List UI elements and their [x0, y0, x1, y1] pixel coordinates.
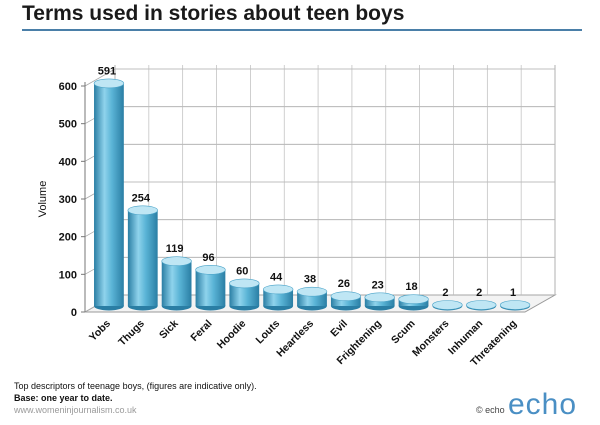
data-label: 591 — [98, 65, 116, 77]
y-tick-label: 600 — [59, 81, 77, 93]
bar-top — [432, 300, 463, 310]
x-tick-label: Feral — [188, 318, 214, 344]
data-label: 254 — [132, 192, 151, 204]
bar-top — [296, 286, 328, 297]
y-tick-label: 200 — [59, 232, 77, 244]
bar-sick — [161, 256, 192, 311]
data-label: 18 — [405, 281, 417, 293]
x-tick-label: Hoodie — [215, 318, 249, 352]
chart-note: Top descriptors of teenage boys, (figure… — [14, 381, 257, 391]
bar-heartless — [296, 286, 328, 311]
data-label: 26 — [338, 278, 350, 290]
bar-top — [466, 300, 497, 310]
y-tick-label: 500 — [59, 119, 77, 131]
bar-evil — [330, 291, 362, 311]
bar-top — [330, 291, 362, 302]
bar-body — [195, 269, 226, 306]
data-label: 23 — [372, 279, 384, 291]
bar-body — [127, 210, 158, 306]
x-tick-label: Yobs — [87, 318, 113, 344]
copyright-text: © echo — [476, 405, 505, 415]
data-label: 96 — [202, 252, 214, 264]
y-axis-label: Volume — [37, 181, 49, 218]
bar-top — [161, 256, 192, 266]
bar-top — [229, 278, 260, 289]
source-url: www.womeninjournalism.co.uk — [14, 405, 137, 415]
bar-louts — [262, 284, 294, 311]
x-tick-label: Evil — [328, 318, 350, 340]
bar-hoodie — [229, 278, 260, 311]
bar-inhuman — [466, 300, 497, 311]
chart-base-note: Base: one year to date. — [14, 393, 113, 403]
bar-body — [330, 296, 361, 306]
data-label: 2 — [442, 287, 448, 299]
x-tick-label: Sick — [157, 318, 181, 342]
bar-body — [94, 83, 124, 306]
page-title: Terms used in stories about teen boys — [22, 2, 405, 25]
y-tick-label: 0 — [71, 307, 77, 319]
x-tick-label: Scum — [389, 318, 418, 347]
bar-body — [229, 283, 260, 306]
gridline-side — [84, 68, 116, 87]
bar-top — [262, 284, 294, 295]
bar-top — [93, 78, 125, 89]
echo-logo: echo — [508, 388, 578, 421]
data-label: 119 — [166, 243, 184, 255]
bar-top — [499, 300, 531, 310]
x-tick-label: Heartless — [274, 318, 316, 360]
bar-yobs — [93, 78, 125, 311]
bar-feral — [195, 265, 226, 311]
y-tick-label: 100 — [59, 269, 77, 281]
bar-threatening — [499, 300, 531, 311]
bar-monsters — [432, 300, 463, 311]
bar-top — [195, 265, 226, 275]
bar-thugs — [127, 205, 158, 311]
bar-top — [398, 294, 429, 305]
y-tick-label: 300 — [59, 194, 77, 206]
data-label: 60 — [236, 265, 248, 277]
data-label: 2 — [476, 287, 482, 299]
bar-body — [161, 261, 192, 306]
data-label: 1 — [510, 287, 516, 299]
title-rule — [22, 29, 582, 31]
bar-top — [127, 205, 158, 216]
data-label: 44 — [270, 271, 283, 283]
data-label: 38 — [304, 274, 316, 286]
x-tick-label: Thugs — [116, 318, 147, 349]
bar-scum — [398, 294, 429, 311]
x-tick-label: Monsters — [410, 318, 452, 360]
bar-frightening — [364, 292, 395, 311]
x-tick-label: Louts — [254, 318, 283, 347]
y-tick-label: 400 — [59, 156, 77, 168]
bar-top — [364, 292, 395, 303]
